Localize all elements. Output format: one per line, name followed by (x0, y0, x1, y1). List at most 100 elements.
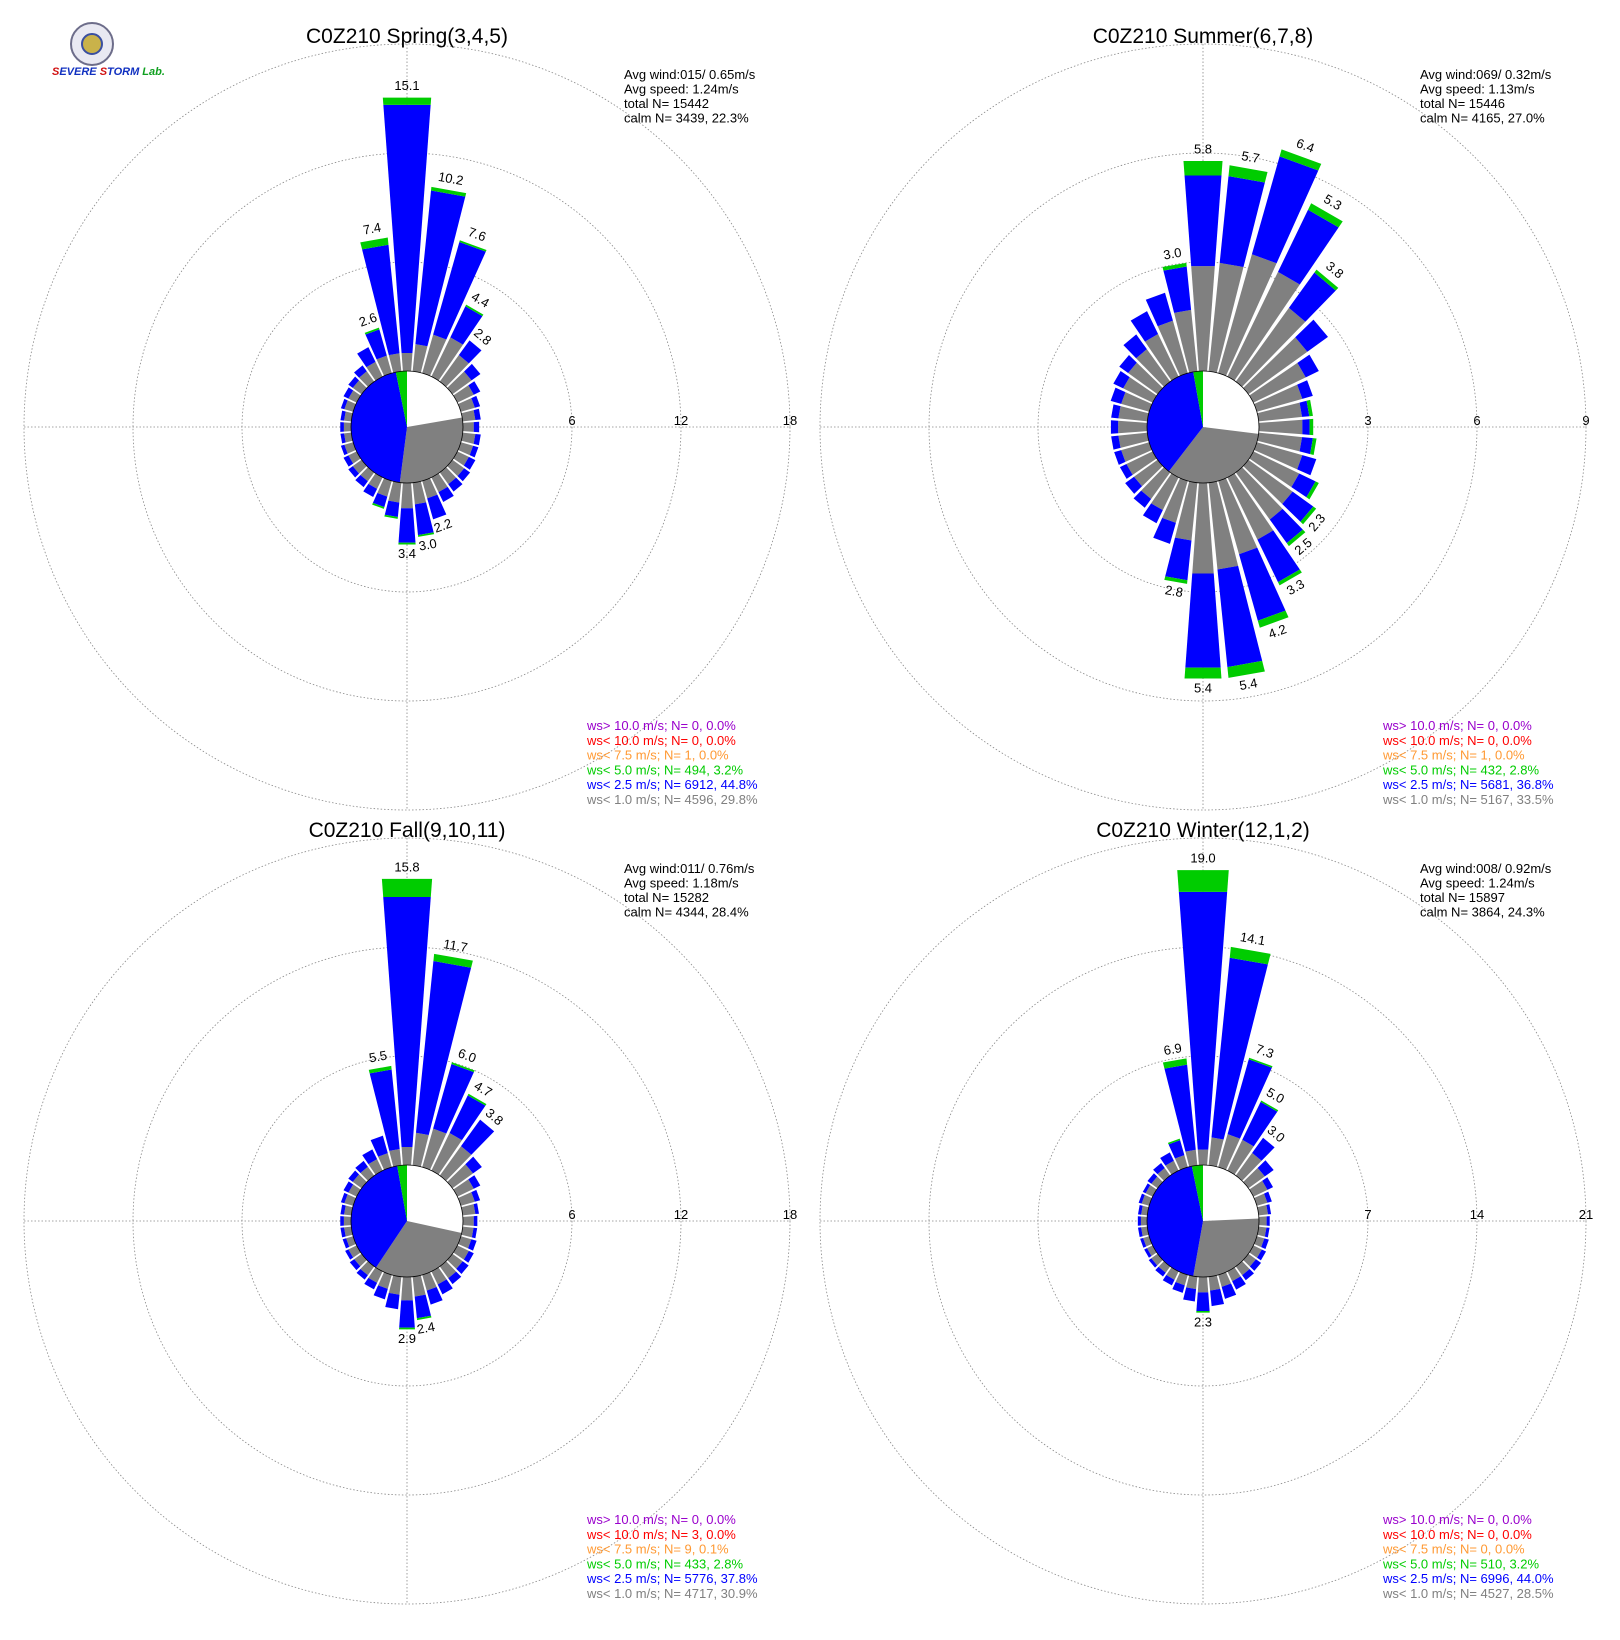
bar-label: 2.4 (416, 1319, 436, 1337)
bar-segment-green (1277, 569, 1302, 586)
bar-segment-green (1308, 203, 1343, 228)
legend-entry: ws< 5.0 m/s; N= 494, 3.2% (586, 762, 744, 777)
legend-entry: ws< 2.5 m/s; N= 5681, 36.8% (1382, 777, 1554, 792)
bar-segment-blue (1178, 891, 1228, 1150)
bar-segment-gray (1254, 384, 1303, 412)
bar-segment-gray (1257, 1204, 1269, 1216)
pie-slice-lt1 (1168, 427, 1259, 483)
bar-segment-blue (414, 1294, 431, 1319)
bar-segment-blue (1262, 1177, 1274, 1190)
bar-segment-green (1227, 660, 1265, 678)
bar-segment-blue (349, 1259, 361, 1271)
bar-segment-gray (1134, 459, 1163, 487)
bar-segment-gray (431, 473, 448, 493)
bar-segment-blue (1123, 334, 1147, 359)
bar-segment-gray (1249, 1180, 1268, 1197)
bar-segment-blue (1153, 517, 1176, 544)
bar-segment-gray (1192, 482, 1214, 574)
bar-segment-blue (449, 1095, 486, 1141)
bar-segment-gray (1227, 1267, 1241, 1282)
bar-segment-blue (398, 508, 416, 543)
bar-segment-gray (401, 353, 413, 372)
grid-ring-3 (23, 837, 791, 1605)
bar-segment-gray (1208, 262, 1244, 373)
pie-slice-lt5 (1191, 1165, 1203, 1221)
bar-segment-blue (1144, 1248, 1152, 1258)
bar-label: 4.2 (1266, 621, 1288, 641)
bar-segment-blue (415, 961, 472, 1136)
bar-segment-gray (461, 432, 476, 444)
bar-segment-blue (471, 395, 481, 408)
bar-segment-blue (1221, 1283, 1237, 1299)
bar-segment-gray (422, 334, 447, 376)
chart-title: C0Z210 Fall(9,10,11) (309, 819, 506, 842)
bar-segment-blue (1137, 1204, 1143, 1215)
stats-line: Avg wind:011/ 0.76m/s (624, 861, 755, 876)
bar-segment-blue (1297, 455, 1317, 476)
bar-segment-gray (1235, 307, 1306, 387)
bar-segment-blue (1119, 464, 1133, 479)
legend-entry: ws< 1.0 m/s; N= 4596, 29.8% (586, 792, 758, 807)
bar-segment-gray (344, 1205, 353, 1216)
bar-segment-gray (458, 398, 475, 412)
bar-segment-gray (1123, 377, 1157, 403)
legend-entry: ws> 10.0 m/s; N= 0, 0.0% (1382, 1512, 1532, 1527)
bar-segment-blue (473, 1203, 479, 1215)
bar-segment-blue (463, 456, 476, 470)
bar-segment-gray (1235, 467, 1283, 520)
bar-label: 5.8 (1194, 142, 1212, 157)
bar-segment-gray (1197, 1276, 1209, 1293)
bar-segment-blue (1138, 1193, 1145, 1204)
pie-slice-lt2_5 (351, 372, 407, 483)
bar-segment-blue (356, 1268, 368, 1280)
bar-segment-gray (1151, 473, 1179, 511)
bar-segment-gray (1174, 309, 1198, 373)
bar-segment-gray (453, 1245, 469, 1260)
bar-segment-gray (412, 1132, 429, 1167)
bar-segment-blue (473, 1215, 478, 1227)
bar-segment-gray (462, 1216, 474, 1226)
bar-segment-green (398, 542, 416, 545)
bar-segment-blue (1147, 1173, 1158, 1184)
bar-segment-blue (1172, 1282, 1185, 1293)
pie-slice-lt1 (399, 417, 463, 483)
bar-segment-blue (465, 1156, 482, 1174)
bar-segment-gray (1126, 451, 1157, 475)
grid-ring-2 (132, 152, 682, 702)
grid-ring-2 (928, 152, 1478, 702)
bar-segment-green (1257, 610, 1289, 628)
legend-entry: ws> 10.0 m/s; N= 0, 0.0% (1382, 718, 1532, 733)
bar-segment-blue (345, 1249, 354, 1260)
legend-entry: ws< 10.0 m/s; N= 3, 0.0% (586, 1527, 736, 1542)
bar-segment-gray (360, 1166, 375, 1181)
bar-segment-blue (369, 1069, 400, 1151)
bar-label: 2.6 (357, 309, 379, 329)
pie-slice-calm (407, 1165, 463, 1233)
stats-line: total N= 15446 (1420, 96, 1505, 111)
bar-segment-gray (360, 467, 375, 482)
bar-segment-gray (422, 1272, 437, 1291)
bar-segment-blue (1297, 354, 1319, 378)
bar-segment-blue (1119, 355, 1137, 373)
bar-segment-blue (1163, 266, 1192, 313)
bar-segment-blue (340, 1204, 346, 1215)
bar-segment-gray (412, 481, 427, 505)
bar-segment-green (431, 186, 467, 197)
bar-segment-gray (1141, 1226, 1149, 1237)
bar-segment-green (417, 532, 435, 537)
bar-label: 2.3 (1194, 1314, 1212, 1329)
bar-segment-gray (343, 1216, 352, 1226)
legend-entry: ws> 10.0 m/s; N= 0, 0.0% (586, 1512, 736, 1527)
bar-label: 3.0 (418, 536, 438, 554)
seal-icon (70, 22, 114, 66)
bar-segment-gray (366, 361, 383, 381)
bar-segment-gray (1118, 420, 1148, 434)
bar-segment-gray (401, 1147, 413, 1166)
bar-segment-gray (352, 380, 367, 395)
bar-segment-gray (348, 451, 361, 464)
bar-segment-blue (342, 1238, 350, 1249)
bar-segment-blue (1185, 573, 1221, 668)
ring-label: 14 (1470, 1207, 1484, 1222)
bar-segment-blue (464, 363, 481, 381)
bar-segment-blue (427, 494, 447, 520)
